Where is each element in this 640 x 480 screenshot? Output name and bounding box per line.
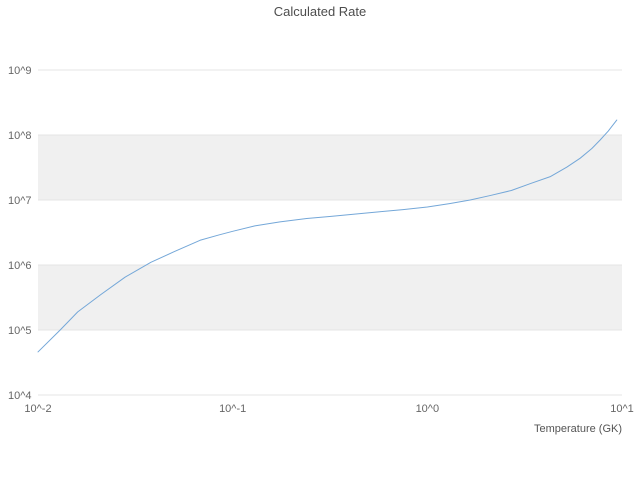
plot-bands <box>38 135 622 330</box>
plot-band <box>38 135 622 200</box>
x-tick-label: 10^0 <box>416 403 440 415</box>
x-tick-label: 10^-1 <box>219 403 246 415</box>
gridlines <box>38 69 622 396</box>
y-tick-label: 10^6 <box>8 260 32 272</box>
plot-band <box>38 265 622 330</box>
y-tick-label: 10^4 <box>8 390 32 402</box>
x-axis-label: Temperature (GK) <box>534 423 622 435</box>
x-tick-label: 10^1 <box>610 403 634 415</box>
x-axis-tick-labels: 10^-2 10^-1 10^0 10^1 <box>24 403 633 415</box>
chart-title: Calculated Rate <box>274 4 367 19</box>
y-tick-label: 10^5 <box>8 325 32 337</box>
x-tick-label: 10^-2 <box>24 403 51 415</box>
y-tick-label: 10^7 <box>8 195 32 207</box>
y-axis-tick-labels: 10^4 10^5 10^6 10^7 10^8 10^9 <box>8 65 32 402</box>
y-tick-label: 10^9 <box>8 65 32 77</box>
rate-line <box>37 119 618 353</box>
y-tick-label: 10^8 <box>8 130 32 142</box>
data-series <box>37 119 618 353</box>
